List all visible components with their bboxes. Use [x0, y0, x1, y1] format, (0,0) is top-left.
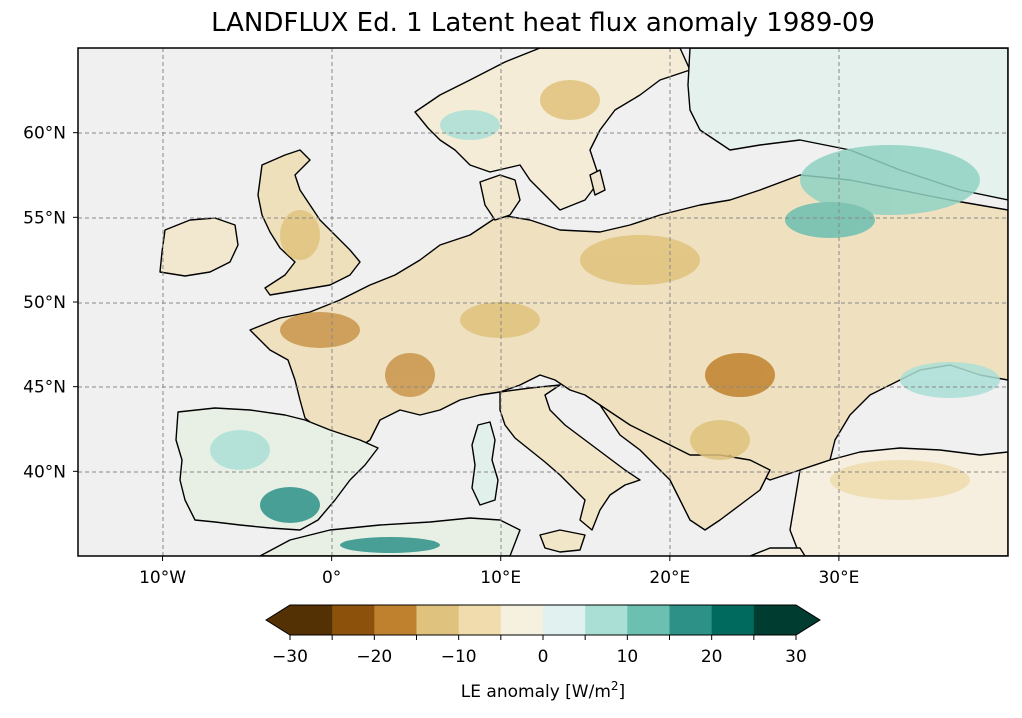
lon-tick-label: 30°E	[818, 568, 859, 588]
colorbar-segment	[585, 605, 628, 635]
colorbar-extend-under	[266, 605, 290, 635]
lat-tick-label: 55°N	[23, 208, 66, 228]
colorbar-segment	[416, 605, 460, 635]
land-scandinavia	[414, 48, 691, 211]
land-balkans	[599, 404, 771, 531]
colorbar-segment	[753, 605, 797, 635]
colorbar-tick-label: 0	[538, 647, 549, 667]
colorbar-ticks: −30 −20 −10 0 10 20 30	[272, 635, 807, 667]
colorbar-tick-label: −30	[272, 647, 308, 667]
lon-tick-label: 10°W	[139, 568, 186, 588]
colorbar-segment	[458, 605, 502, 635]
colorbar-tick-label: 30	[785, 647, 807, 667]
colorbar-tick-label: −10	[441, 647, 477, 667]
colorbar-segment	[374, 605, 417, 635]
colorbar-segment	[627, 605, 670, 635]
map-title: LANDFLUX Ed. 1 Latent heat flux anomaly …	[211, 8, 875, 38]
land-mainland-europe	[249, 174, 1008, 481]
colorbar	[265, 604, 821, 636]
colorbar-segment	[543, 605, 586, 635]
land-crete	[749, 547, 806, 556]
colorbar-segment	[711, 605, 755, 635]
latitude-ticks: 40°N 45°N 50°N 55°N 60°N	[23, 124, 78, 482]
land-italy	[499, 384, 641, 531]
colorbar-segment	[669, 605, 713, 635]
colorbar-tick-label: 20	[701, 647, 723, 667]
land-sicily	[539, 529, 586, 553]
lon-tick-label: 20°E	[649, 568, 690, 588]
lat-tick-label: 45°N	[23, 378, 66, 398]
anomaly-shading	[210, 80, 1000, 553]
map-panel	[77, 47, 1009, 557]
lat-tick-label: 60°N	[23, 124, 66, 144]
colorbar-segment	[332, 605, 375, 635]
lon-tick-label: 0°	[322, 568, 341, 588]
lat-tick-label: 40°N	[23, 462, 66, 482]
colorbar-segment	[290, 605, 333, 635]
land-denmark	[479, 174, 521, 221]
longitude-ticks: 10°W 0° 10°E 20°E 30°E	[139, 556, 859, 588]
gridlines	[78, 48, 1008, 556]
lon-tick-label: 10°E	[480, 568, 521, 588]
colorbar-tick-label: 10	[617, 647, 639, 667]
land-ireland	[159, 217, 239, 277]
land-corsica-sardinia	[471, 421, 499, 506]
colorbar-label: LE anomaly [W/m2]	[461, 679, 625, 702]
colorbar-segment	[500, 605, 544, 635]
lat-tick-label: 50°N	[23, 293, 66, 313]
colorbar-extend-over	[796, 605, 820, 635]
colorbar-tick-label: −20	[356, 647, 392, 667]
land-gotland	[589, 169, 606, 196]
